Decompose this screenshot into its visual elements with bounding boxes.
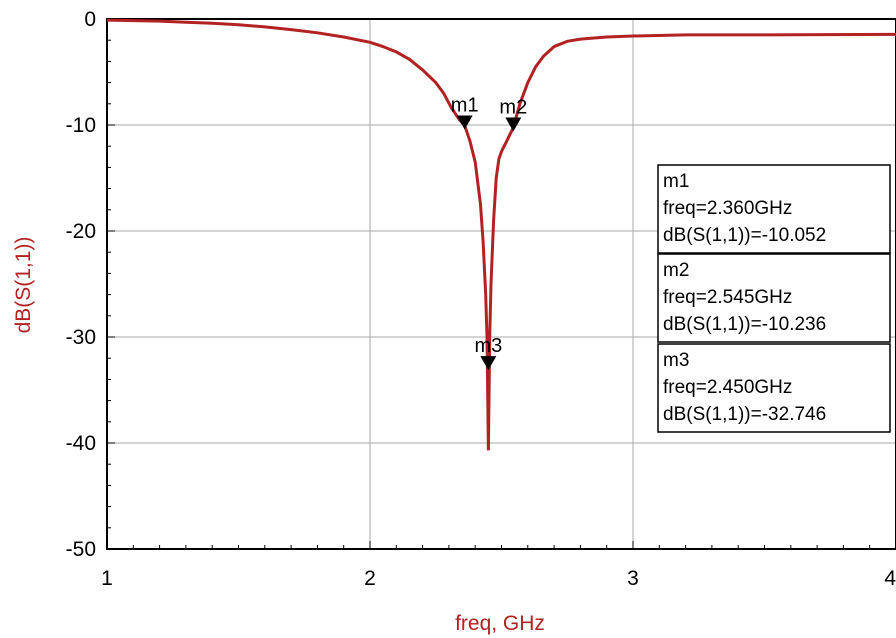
x-axis-title: freq, GHz <box>455 612 545 635</box>
marker-readout-box <box>657 164 891 254</box>
marker-readout-box <box>657 253 891 343</box>
marker-readout-line: freq=2.545GHz <box>663 287 792 308</box>
marker-readout-box <box>657 343 891 433</box>
marker-readout-line: dB(S(1,1))=-32.746 <box>663 404 826 425</box>
marker-label: m3 <box>474 335 502 357</box>
y-tick-label: -10 <box>66 114 96 137</box>
marker-label: m2 <box>499 97 527 119</box>
s11-series-line <box>106 18 896 451</box>
marker-triangle-icon <box>456 115 473 130</box>
x-tick-label: 4 <box>884 567 896 590</box>
marker-readout-line: dB(S(1,1))=-10.052 <box>663 225 826 246</box>
y-tick-label: -20 <box>66 220 96 243</box>
x-tick-label: 2 <box>364 567 376 590</box>
plot-frame <box>106 18 896 550</box>
marker-readout-line: m1 <box>663 171 689 192</box>
x-tick-labels: 1 2 3 4 <box>101 567 896 590</box>
marker-readout-line: m2 <box>663 260 689 281</box>
marker-readout-line: m3 <box>663 350 689 371</box>
marker-readout-line: freq=2.450GHz <box>663 377 792 398</box>
marker-readout-line: freq=2.360GHz <box>663 198 792 219</box>
marker-triangle-icon <box>480 356 497 371</box>
x-tick-label: 1 <box>101 567 113 590</box>
marker-readout-boxes: m1 freq=2.360GHz dB(S(1,1))=-10.052 m2 freq=… <box>657 164 891 433</box>
x-tick-label: 3 <box>627 567 639 590</box>
marker-triangle-icon <box>505 117 522 132</box>
markers: m1 m2 m3 <box>451 95 527 371</box>
y-tick-label: -50 <box>66 538 96 561</box>
marker-label: m1 <box>451 95 479 117</box>
y-tick-labels: 0 -10 -20 -30 -40 -50 <box>66 8 96 561</box>
y-tick-label: 0 <box>84 8 96 31</box>
y-axis-title: dB(S(1,1)) <box>12 237 35 334</box>
y-tick-label: -40 <box>66 432 96 455</box>
y-tick-label: -30 <box>66 326 96 349</box>
marker-readout-line: dB(S(1,1))=-10.236 <box>663 314 826 335</box>
